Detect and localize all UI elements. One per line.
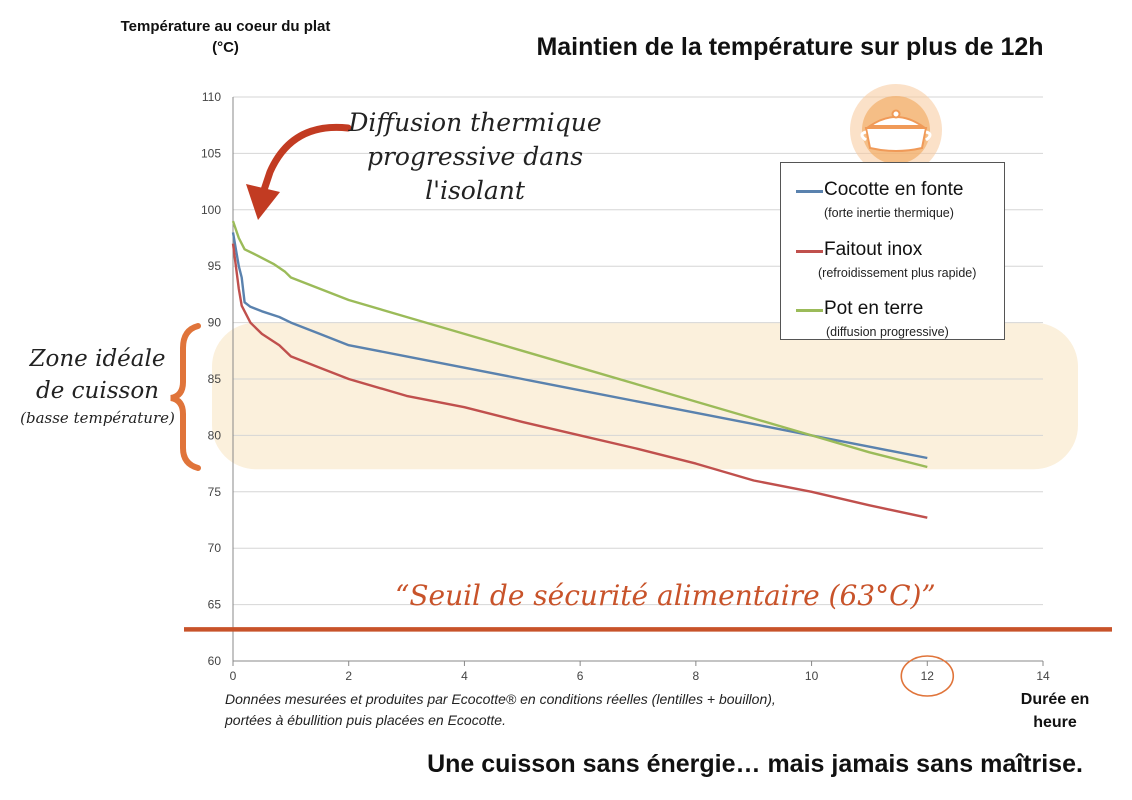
legend-name: Cocotte en fonte: [824, 179, 964, 200]
threshold-annotation: “Seuil de sécurité alimentaire (63°C)”: [395, 579, 936, 612]
y-tick-label: 80: [208, 428, 222, 442]
legend: Cocotte en fonte (forte inertie thermiqu…: [780, 162, 1005, 340]
ideal-zone-band: [212, 322, 1078, 470]
y-tick-label: 60: [208, 654, 222, 668]
footnote-line-2: portées à ébullition puis placées en Eco…: [225, 712, 506, 728]
tagline: Une cuisson sans énergie… mais jamais sa…: [427, 750, 1083, 778]
zone-line-2: de cuisson: [36, 378, 159, 404]
x-ticks: 0 2 4 6 8 10 12 14: [230, 661, 1050, 683]
x-axis-label: Durée en heure: [1020, 691, 1090, 731]
diffusion-line-2: progressive dans l'isolant: [366, 142, 584, 205]
y-tick-label: 90: [208, 316, 222, 330]
zone-annotation: Zone idéale de cuisson (basse températur…: [10, 343, 185, 429]
legend-subtitle: (forte inertie thermique): [824, 206, 954, 220]
zone-line-1: Zone idéale: [29, 346, 166, 372]
x-tick-label: 14: [1036, 669, 1050, 683]
y-tick-label: 65: [208, 598, 222, 612]
y-tick-label: 110: [202, 90, 221, 104]
legend-name: Pot en terre: [824, 298, 924, 319]
x-tick-label: 2: [345, 669, 352, 683]
y-tick-label: 95: [208, 259, 222, 273]
cocotte-pot-icon: [850, 84, 942, 176]
curved-arrow-icon: [246, 123, 352, 220]
diffusion-annotation: Diffusion thermique progressive dans l'i…: [320, 106, 630, 208]
legend-swatch: [796, 250, 823, 253]
footnote-line-1: Données mesurées et produites par Ecocot…: [225, 691, 776, 707]
y-tick-label: 85: [208, 372, 222, 386]
diffusion-line-1: Diffusion thermique: [348, 108, 602, 137]
legend-subtitle: (refroidissement plus rapide): [818, 266, 977, 280]
legend-name: Faitout inox: [824, 239, 923, 260]
y-axis-label: Température au coeur du plat (°C): [120, 18, 331, 56]
x-tick-label: 0: [230, 669, 237, 683]
series-group: [231, 220, 928, 519]
y-tick-label: 100: [201, 203, 221, 217]
chart-title: Maintien de la température sur plus de 1…: [536, 33, 1044, 61]
x-tick-label: 12: [921, 669, 935, 683]
y-tick-label: 105: [201, 146, 221, 160]
footnote: Données mesurées et produites par Ecocot…: [225, 689, 865, 731]
legend-swatch: [796, 190, 823, 193]
legend-swatch: [796, 309, 823, 312]
y-tick-label: 70: [208, 541, 222, 555]
y-ticks: 60 65 70 75 80 85 90 95 100 105 110: [201, 90, 221, 668]
x-tick-label: 4: [461, 669, 468, 683]
series-line-2: [231, 243, 928, 519]
series-line-3: [231, 220, 928, 469]
x-tick-label: 10: [805, 669, 819, 683]
brace-icon: [170, 323, 201, 471]
y-tick-label: 75: [208, 485, 222, 499]
series-line-1: [231, 232, 928, 460]
legend-subtitle: (diffusion progressive): [826, 325, 949, 339]
x-tick-label: 6: [577, 669, 584, 683]
circled-tick-12: [900, 655, 955, 697]
zone-line-3: (basse température): [20, 409, 175, 427]
x-tick-label: 8: [693, 669, 700, 683]
